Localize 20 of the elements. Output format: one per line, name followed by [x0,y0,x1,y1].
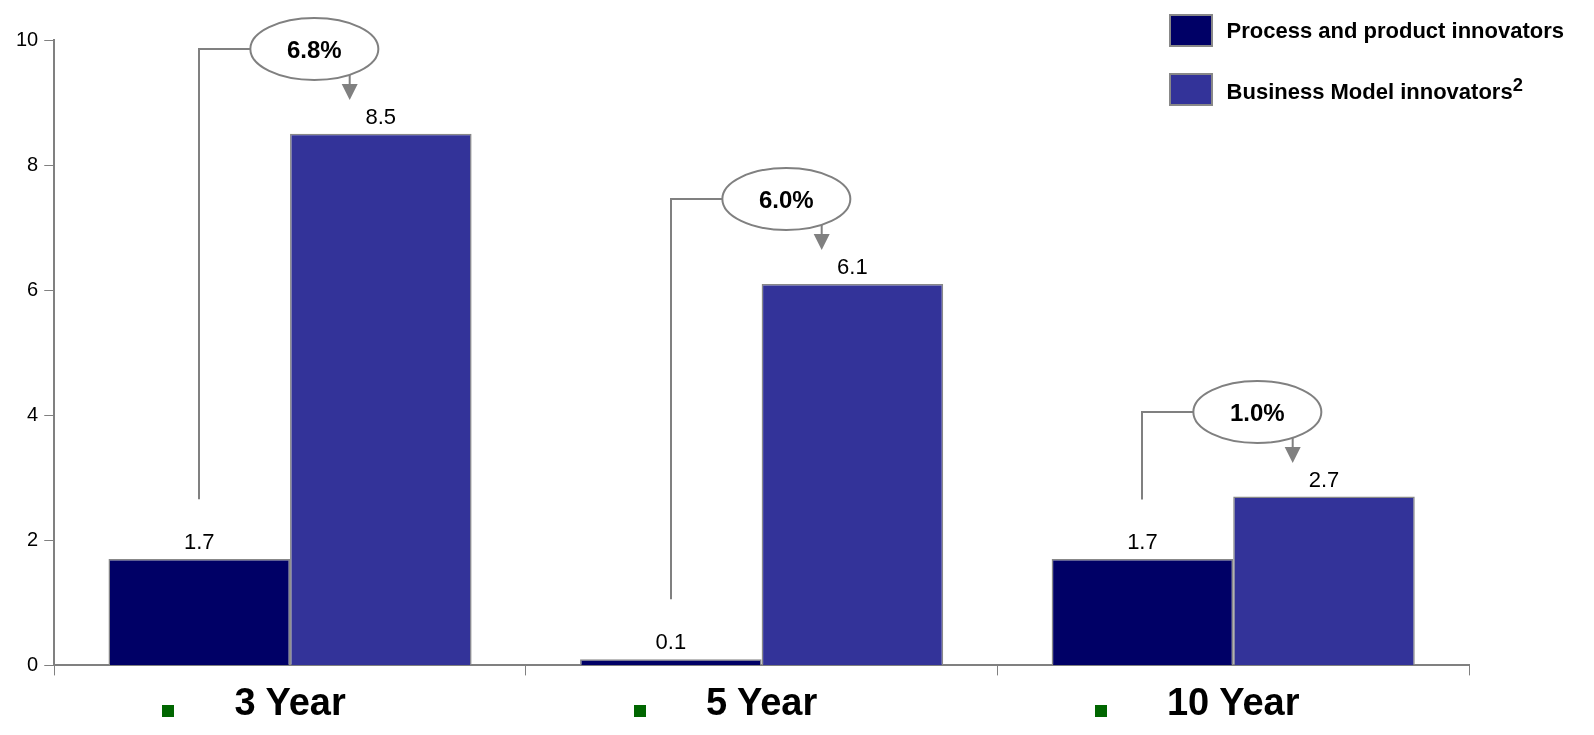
x-tick-label: 10 Year [1166,680,1300,723]
data-label: 2.7 [1308,466,1340,492]
annotation: 6.8% [287,35,342,63]
y-tick-label: 10 [16,27,39,50]
annotation: 6.0% [758,185,814,213]
annotation: 1.0% [1230,398,1286,426]
y-tick-label: 4 [27,402,39,425]
data-label: 1.7 [1127,529,1158,555]
x-tick-label: 3 Year [234,680,346,723]
data-label: 8.5 [365,103,397,129]
legend-label: Process and product innovators [1226,17,1564,44]
y-tick-label: 2 [27,527,39,550]
legend-label: Business Model innovators$^{2}$ [1226,73,1523,106]
x-tick-label: 5 Year [705,680,818,723]
y-tick-label: 6 [27,277,39,300]
y-tick-label: 8 [27,152,39,175]
y-tick-label: 0 [27,652,39,675]
data-label: 6.1 [837,253,868,279]
data-label: 0.1 [655,629,687,655]
data-label: 1.7 [183,529,215,555]
